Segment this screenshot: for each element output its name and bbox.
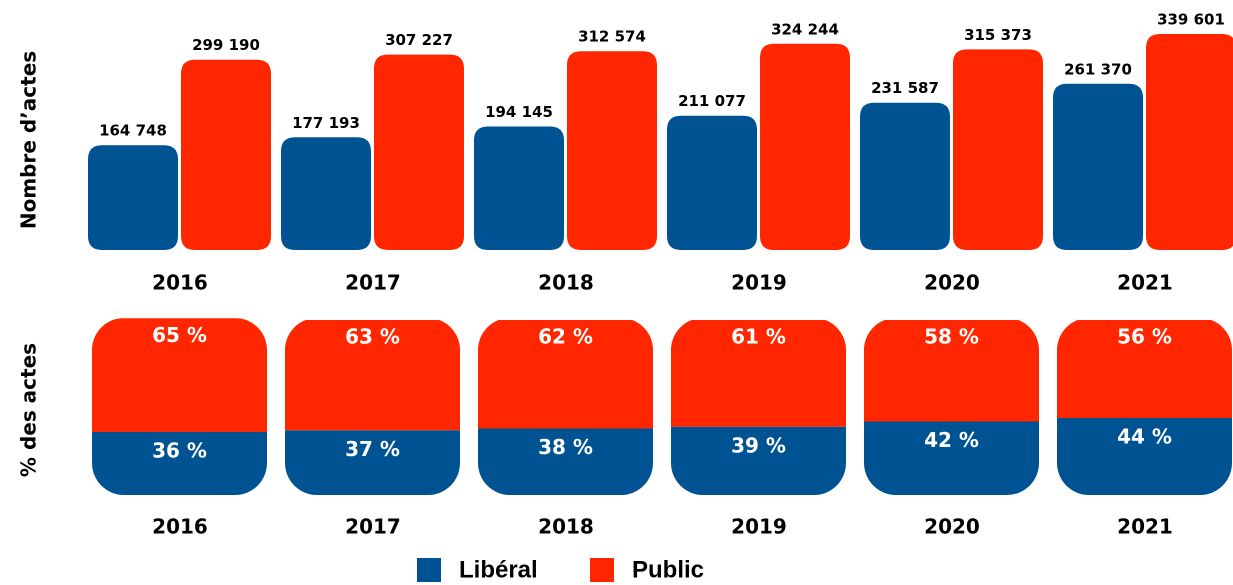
bar [1053, 83, 1143, 250]
bar [474, 126, 564, 250]
bar-segment [478, 320, 653, 429]
bar [760, 43, 850, 251]
bar [860, 102, 950, 250]
stack [1057, 320, 1232, 495]
legend-label: Libéral [459, 556, 538, 583]
data-label: 194 145 [485, 103, 553, 121]
data-label: 324 244 [771, 20, 839, 38]
data-label: 58 % [924, 325, 979, 349]
data-label: 315 373 [964, 26, 1032, 44]
x-tick-label: 2020 [924, 271, 980, 295]
bar-segment [671, 320, 846, 427]
bar [374, 54, 464, 251]
data-label: 62 % [538, 325, 593, 349]
y-axis-label: Nombre d’actes [17, 51, 41, 229]
bar [1146, 34, 1233, 250]
data-label: 36 % [152, 439, 207, 463]
bar-segment [1057, 320, 1232, 418]
x-tick-label: 2018 [538, 271, 594, 295]
data-label: 307 227 [385, 31, 453, 49]
x-tick-label: 2017 [345, 515, 401, 539]
data-label: 61 % [731, 325, 786, 349]
bar-segment [92, 432, 267, 495]
bar-segment [671, 426, 846, 495]
stack [478, 320, 653, 495]
x-tick-label: 2016 [152, 271, 208, 295]
bar-segment [864, 320, 1039, 422]
data-label: 44 % [1117, 425, 1172, 449]
data-label: 39 % [731, 433, 786, 457]
data-label: 65 % [152, 323, 207, 347]
x-tick-label: 2016 [152, 515, 208, 539]
data-label: 164 748 [99, 122, 167, 140]
data-label: 211 077 [678, 92, 746, 110]
bar-segment [285, 430, 460, 495]
stack [864, 320, 1039, 495]
bar-segment [92, 318, 267, 432]
bar-segment [478, 428, 653, 495]
data-label: 42 % [924, 428, 979, 452]
bar [181, 59, 271, 250]
data-label: 37 % [345, 437, 400, 461]
bar [667, 115, 757, 250]
y-axis-label: % des actes [17, 343, 41, 477]
data-label: 312 574 [578, 28, 646, 46]
stack [285, 320, 460, 495]
bar-segment [1057, 418, 1232, 495]
x-tick-label: 2021 [1117, 271, 1173, 295]
data-label: 177 193 [292, 114, 360, 132]
data-label: 38 % [538, 435, 593, 459]
data-label: 299 190 [192, 36, 260, 54]
bar-segment [285, 320, 460, 431]
bar-segment [864, 421, 1039, 495]
bar [953, 49, 1043, 250]
stack [92, 318, 267, 495]
data-label: 231 587 [871, 79, 939, 97]
x-tick-label: 2019 [731, 515, 787, 539]
legend-swatch [417, 558, 441, 582]
legend-label: Public [632, 556, 704, 583]
data-label: 63 % [345, 325, 400, 349]
data-label: 261 370 [1064, 60, 1132, 78]
data-label: 339 601 [1157, 11, 1225, 29]
x-tick-label: 2021 [1117, 515, 1173, 539]
x-tick-label: 2018 [538, 515, 594, 539]
x-tick-label: 2020 [924, 515, 980, 539]
data-label: 56 % [1117, 325, 1172, 349]
bar [88, 145, 178, 250]
x-tick-label: 2017 [345, 271, 401, 295]
bar [567, 51, 657, 251]
legend-swatch [590, 558, 614, 582]
bar [281, 137, 371, 250]
x-tick-label: 2019 [731, 271, 787, 295]
stack [671, 320, 846, 495]
